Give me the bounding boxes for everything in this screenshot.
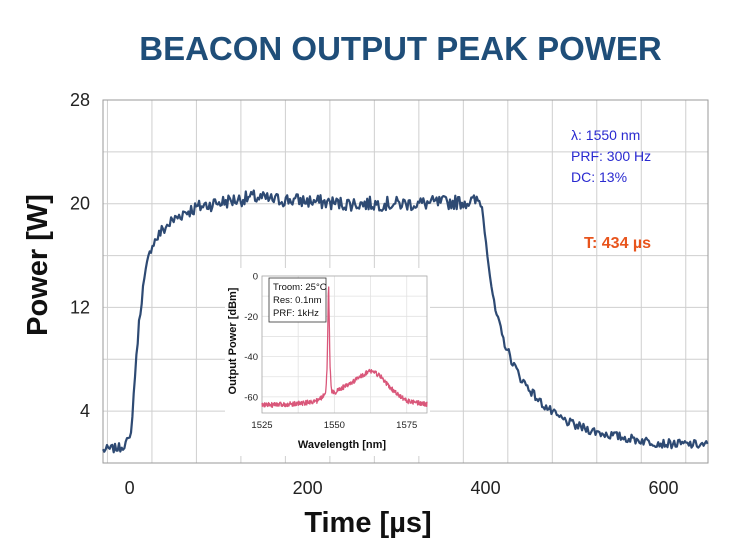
inset-y-tick-label: 0: [253, 272, 258, 283]
inset-y-tick-label: -60: [244, 392, 258, 403]
x-tick-label: 0: [125, 478, 135, 498]
main-series: [102, 189, 709, 454]
inset-legend-temperature: Troom: 25°C: [273, 282, 327, 293]
main-frame: [102, 99, 709, 464]
inset-frame: [261, 275, 428, 414]
x-axis-title: Time [µs]: [304, 507, 431, 539]
main-series-line: [102, 189, 709, 454]
annotation-box: λ: 1550 nm PRF: 300 Hz DC: 13%: [571, 127, 651, 185]
annotation-wavelength: λ: 1550 nm: [571, 127, 640, 143]
x-tick-label: 600: [648, 478, 678, 498]
y-tick-label: 20: [70, 194, 90, 214]
y-tick-label: 12: [70, 297, 90, 317]
annotation-prf: PRF: 300 Hz: [571, 148, 651, 164]
x-tick-label: 200: [293, 478, 323, 498]
slide-title: BEACON OUTPUT PEAK POWER: [139, 30, 662, 67]
pulse-width-annotation: T: 434 µs: [584, 235, 651, 252]
inset-x-tick-label: 1550: [324, 420, 345, 431]
inset-legend-resolution: Res: 0.1nm: [273, 295, 322, 306]
inset-y-tick-label: -40: [244, 352, 258, 363]
inset-x-axis-title: Wavelength [nm]: [298, 439, 387, 451]
y-tick-label: 28: [70, 90, 90, 110]
inset-series-line: [261, 286, 428, 408]
y-tick-label: 4: [80, 401, 90, 421]
inset-ticks: 1525 1550 1575 0 -20 -40 -60: [244, 272, 417, 432]
inset-plot-border: [261, 275, 428, 414]
inset-spectrum-chart: 1525 1550 1575 0 -20 -40 -60 Troom: 25°C Res: …: [225, 268, 430, 456]
inset-legend-prf: PRF: 1kHz: [273, 308, 319, 319]
inset-x-tick-label: 1525: [251, 420, 272, 431]
inset-legend: Troom: 25°C Res: 0.1nm PRF: 1kHz: [268, 277, 327, 323]
inset-y-tick-label: -20: [244, 312, 258, 323]
inset-series: [261, 286, 428, 408]
main-plot-border: [102, 99, 709, 464]
inset-y-axis-title: Output Power [dBm]: [227, 287, 239, 394]
main-ticks: 0 200 400 600 4 12 20 28: [70, 90, 679, 498]
x-tick-label: 400: [471, 478, 501, 498]
inset-x-tick-label: 1575: [396, 420, 417, 431]
annotation-duty-cycle: DC: 13%: [571, 169, 627, 185]
y-axis-title: Power [W]: [22, 194, 54, 336]
inset-legend-box: [268, 277, 327, 323]
